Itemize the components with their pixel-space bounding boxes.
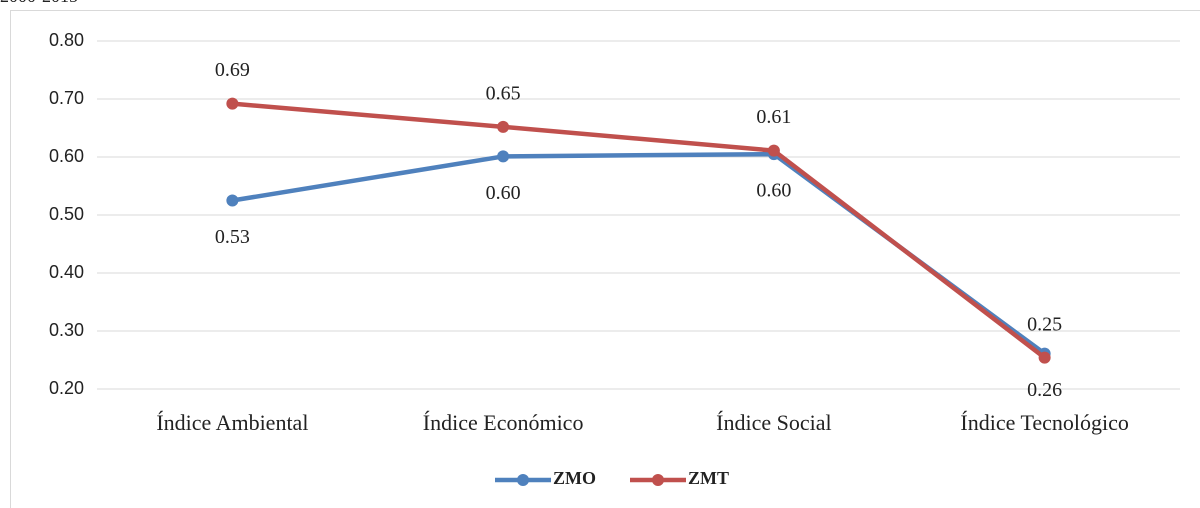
x-tick-label: Índice Social <box>716 410 831 435</box>
point <box>1038 351 1051 364</box>
x-tick-label: Índice Económico <box>423 410 584 435</box>
x-tick-label: Índice Tecnológico <box>960 410 1129 435</box>
point <box>226 97 239 110</box>
legend-marker <box>652 474 664 486</box>
legend-label: ZMT <box>688 468 729 488</box>
data-label: 0.53 <box>215 226 250 248</box>
data-label: 0.26 <box>1027 379 1062 401</box>
y-tick-label: 0.40 <box>49 262 84 282</box>
data-label: 0.61 <box>756 106 791 128</box>
point <box>226 194 239 207</box>
y-tick-label: 0.50 <box>49 204 84 224</box>
data-label: 0.69 <box>215 59 250 81</box>
series-line <box>232 101 1046 360</box>
data-label: 0.60 <box>486 182 521 204</box>
x-tick-label: Índice Ambiental <box>156 410 308 435</box>
y-tick-label: 0.80 <box>49 30 84 50</box>
y-tick-label: 0.70 <box>49 88 84 108</box>
data-label: 0.60 <box>756 180 791 202</box>
y-tick-label: 0.20 <box>49 378 84 398</box>
chart-frame <box>10 10 1200 508</box>
point <box>497 150 510 163</box>
data-label: 0.25 <box>1027 313 1062 335</box>
y-tick-label: 0.30 <box>49 320 84 340</box>
data-label: 0.65 <box>486 82 521 104</box>
point <box>767 144 780 157</box>
legend-marker <box>517 474 529 486</box>
y-tick-label: 0.60 <box>49 146 84 166</box>
point <box>497 120 510 133</box>
legend-label: ZMO <box>553 468 596 488</box>
chart-title: 2000-2015 <box>0 0 78 6</box>
